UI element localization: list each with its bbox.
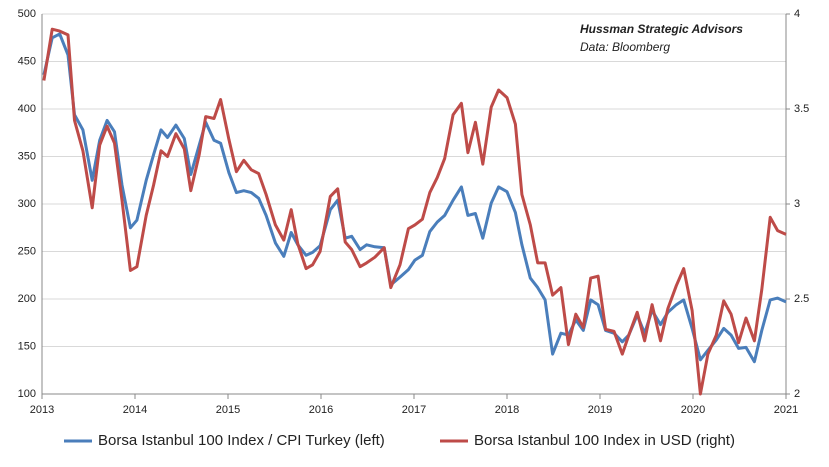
y2-tick-label: 2 [794,388,800,400]
x-tick-label: 2021 [774,404,798,416]
x-tick-label: 2019 [588,404,612,416]
legend: Borsa Istanbul 100 Index / CPI Turkey (l… [64,432,735,449]
y2-tick-label: 3.5 [794,103,809,115]
y2-tick-label: 2.5 [794,293,809,305]
x-tick-label: 2017 [402,404,426,416]
legend-label: Borsa Istanbul 100 Index / CPI Turkey (l… [98,432,385,449]
y-tick-label: 350 [18,150,36,162]
x-tick-label: 2013 [30,404,54,416]
y-tick-label: 100 [18,388,36,400]
y2-tick-label: 4 [794,8,800,20]
x-tick-label: 2018 [495,404,519,416]
x-tick-label: 2014 [123,404,147,416]
y2-tick-label: 3 [794,198,800,210]
y-tick-label: 500 [18,8,36,20]
legend-label: Borsa Istanbul 100 Index in USD (right) [474,432,735,449]
y-tick-label: 250 [18,245,36,257]
y-tick-label: 300 [18,198,36,210]
line [42,27,787,396]
y-tick-label: 150 [18,340,36,352]
x-tick-label: 2015 [216,404,240,416]
y-tick-label: 450 [18,55,36,67]
x-tick-label: 2016 [309,404,333,416]
annotation: Hussman Strategic Advisors [580,22,743,36]
y-tick-label: 200 [18,293,36,305]
line [42,32,787,364]
y-tick-label: 400 [18,103,36,115]
annotation: Data: Bloomberg [580,40,670,54]
x-tick-label: 2020 [681,404,705,416]
